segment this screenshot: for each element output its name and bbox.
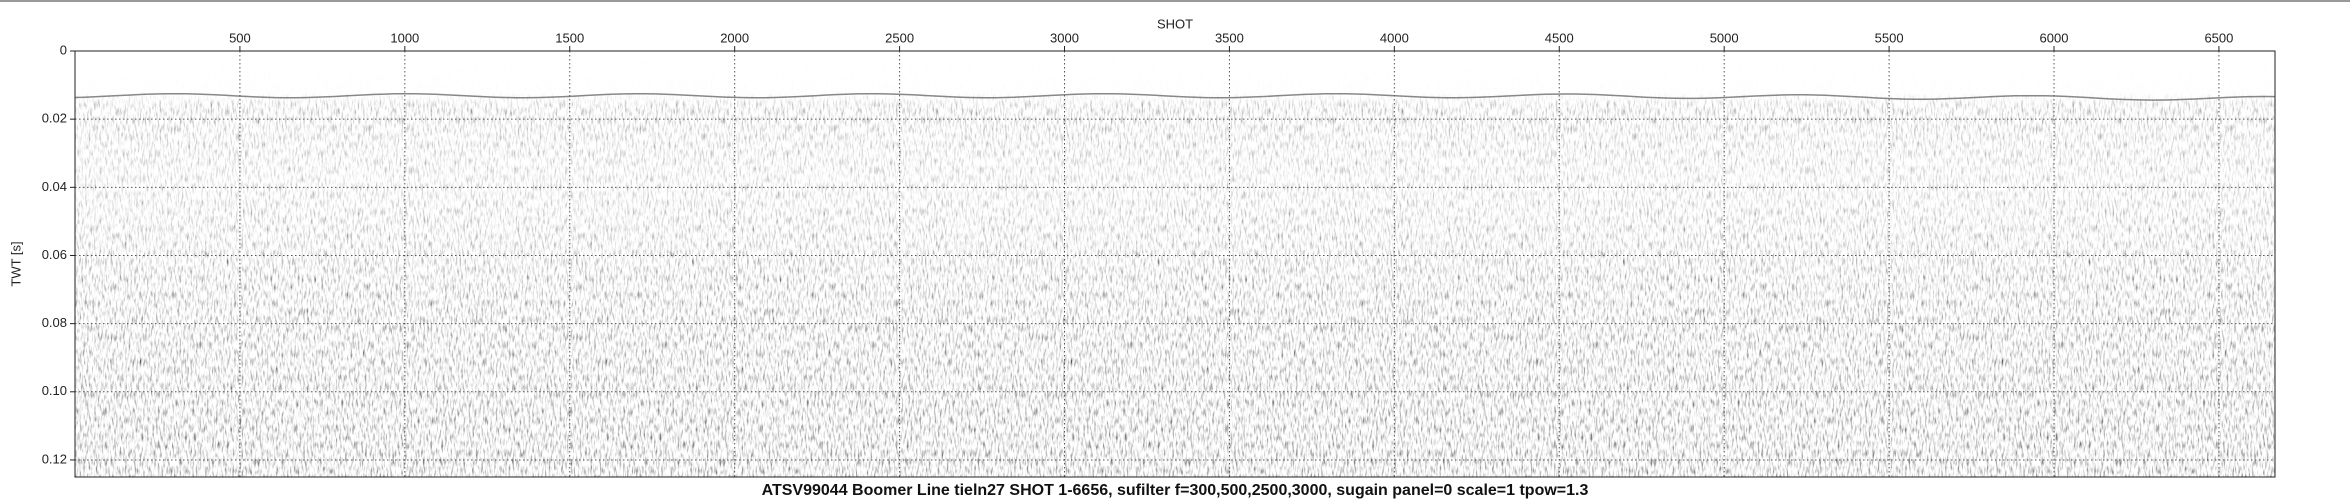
x-tick-label: 4000: [1380, 30, 1409, 45]
x-tick-label: 500: [229, 30, 251, 45]
x-tick-label: 4500: [1545, 30, 1574, 45]
y-axis-label: TWT [s]: [8, 241, 23, 286]
plot-frame: [74, 50, 2276, 478]
x-tick-label: 2500: [885, 30, 914, 45]
y-tick-label: 0.12: [42, 451, 67, 466]
seismic-fade: [75, 51, 2275, 477]
chart-title: ATSV99044 Boomer Line tieln27 SHOT 1-665…: [762, 482, 1589, 499]
y-tick-label: 0.04: [42, 179, 67, 194]
y-tick-label: 0: [60, 42, 67, 57]
x-axis-label: SHOT: [1157, 16, 1193, 31]
y-tick-label: 0.10: [42, 383, 67, 398]
x-tick-label: 1500: [555, 30, 584, 45]
x-tick-label: 6500: [2204, 30, 2233, 45]
y-tick-label: 0.02: [42, 111, 67, 126]
x-tick-label: 1000: [390, 30, 419, 45]
y-tick-label: 0.06: [42, 247, 67, 262]
x-tick-label: 5500: [1875, 30, 1904, 45]
x-tick-label: 2000: [720, 30, 749, 45]
x-tick-label: 3000: [1050, 30, 1079, 45]
x-tick-label: 3500: [1215, 30, 1244, 45]
x-tick-label: 6000: [2040, 30, 2069, 45]
reflector: [74, 92, 2276, 101]
x-tick-label: 5000: [1710, 30, 1739, 45]
y-tick-label: 0.08: [42, 315, 67, 330]
